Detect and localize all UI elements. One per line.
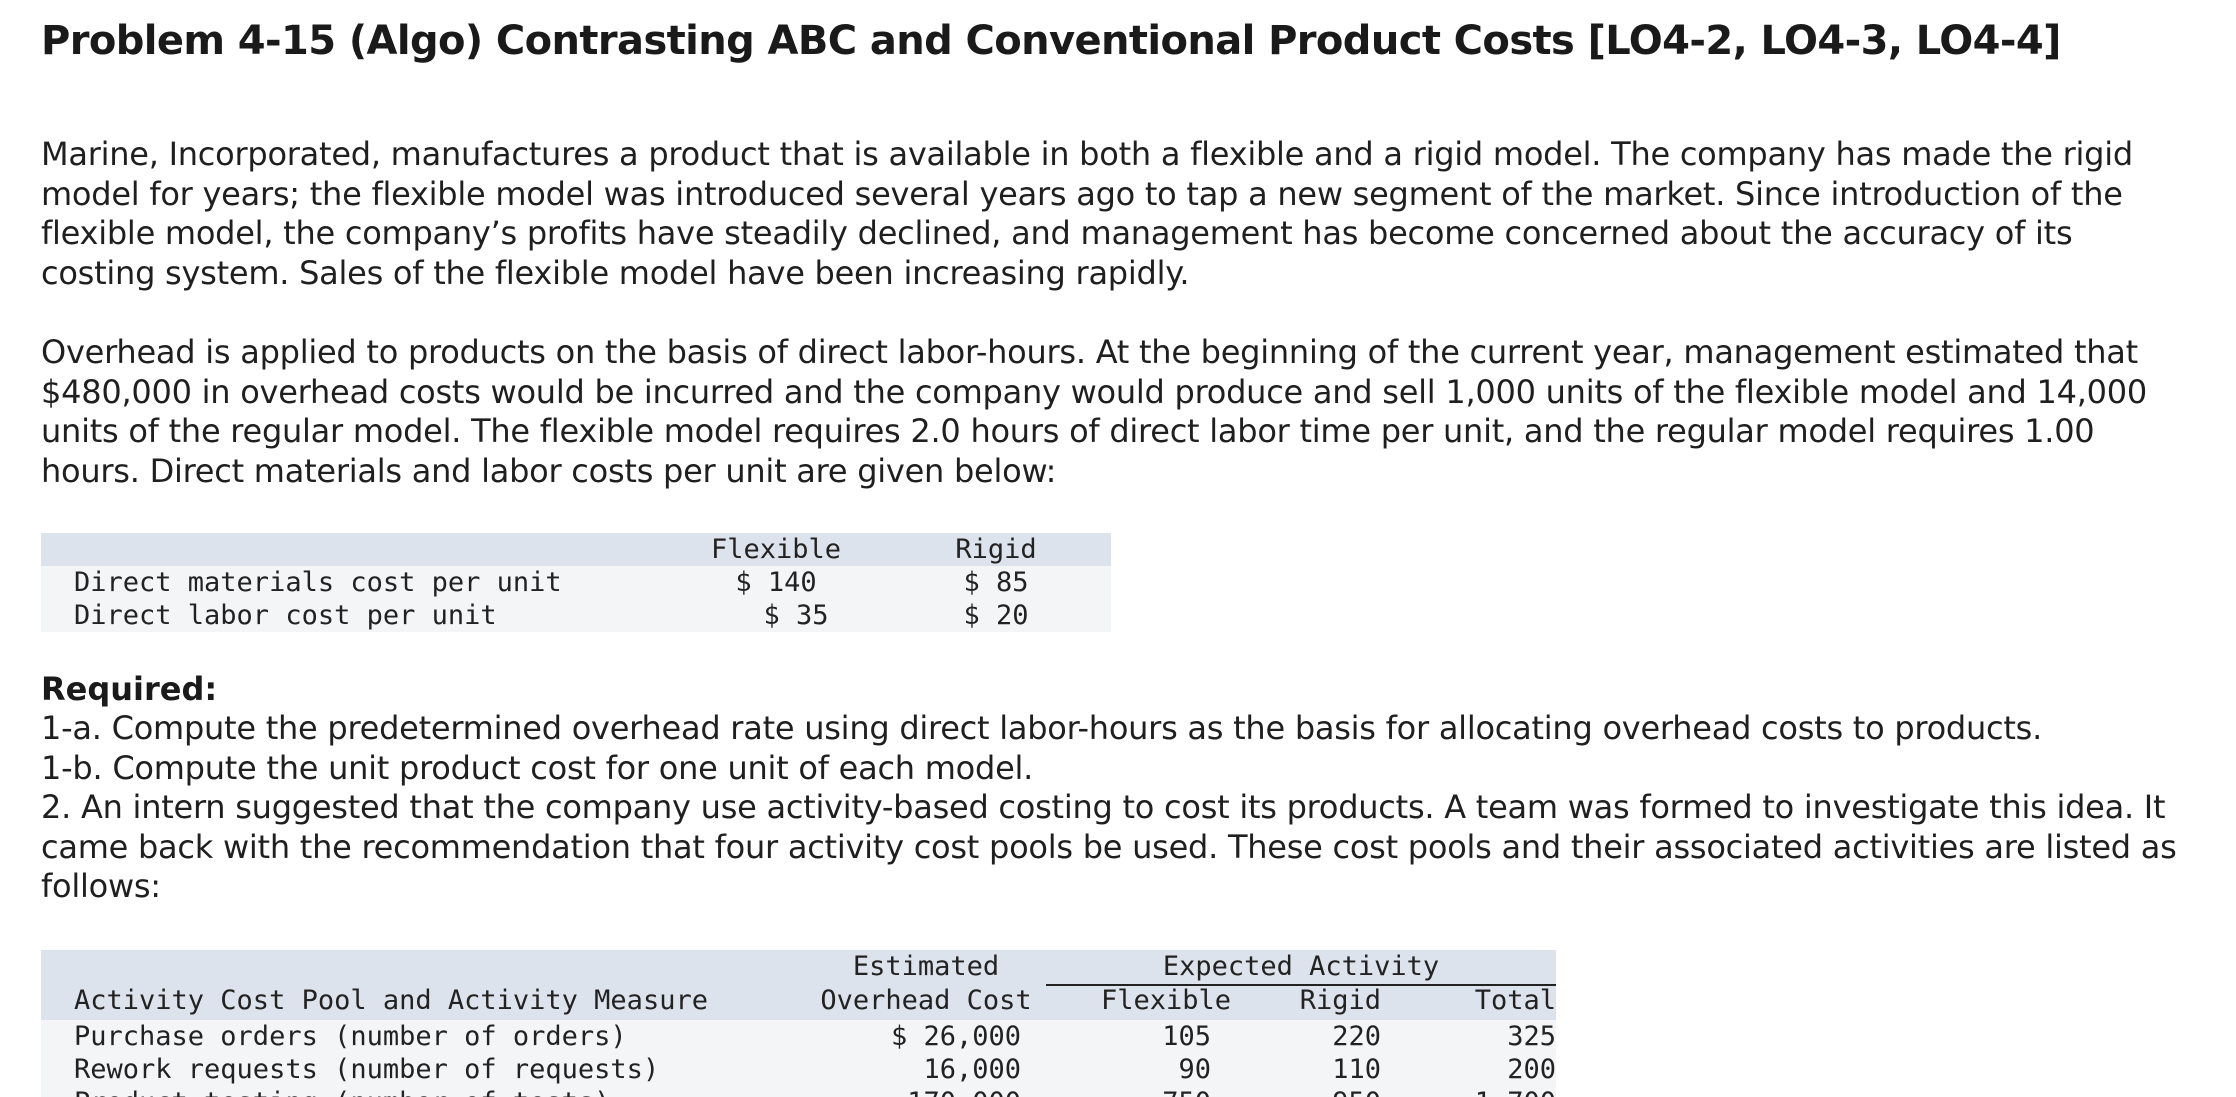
total-column-header: Total (1474, 985, 1556, 1016)
required-heading: Required: (41, 670, 218, 708)
cost-table-header: Flexible Rigid (41, 533, 1111, 566)
rigid-column-header: Rigid (1299, 985, 1381, 1016)
overhead-value: $ 26,000 (890, 1021, 1021, 1052)
activity-table: Estimated Expected Activity Activity Cos… (41, 950, 1556, 1097)
flexible-value: 90 (1178, 1054, 1211, 1085)
required-item: 2. An intern suggested that the company … (41, 788, 2166, 826)
total-value: 325 (1507, 1021, 1556, 1052)
header-underline (1046, 984, 1556, 986)
flexible-value: $ 35 (763, 600, 829, 631)
rigid-value: $ 20 (963, 600, 1029, 631)
table-row: Rework requests (number of requests) 16,… (41, 1053, 1556, 1086)
flexible-value: 105 (1162, 1021, 1211, 1052)
rigid-value: $ 85 (963, 567, 1029, 598)
paragraph-line: hours. Direct materials and labor costs … (41, 451, 1057, 490)
activity-table-header: Estimated Expected Activity Activity Cos… (41, 950, 1556, 1020)
overhead-column-header: Overhead Cost (820, 985, 1032, 1016)
rigid-value: 950 (1231, 1086, 1381, 1097)
pool-name: Purchase orders (number of orders) (74, 1021, 627, 1052)
flexible-column-header: Flexible (1100, 985, 1231, 1016)
column-header-flexible: Flexible (710, 534, 842, 565)
required-list: 1-a. Compute the predetermined overhead … (41, 709, 2177, 907)
pool-name: Rework requests (number of requests) (74, 1054, 660, 1085)
required-item: 1-a. Compute the predetermined overhead … (41, 709, 2042, 747)
table-row: Direct materials cost per unit $ 140 $ 8… (41, 566, 1111, 599)
pool-column-header: Activity Cost Pool and Activity Measure (74, 985, 708, 1016)
row-label: Direct materials cost per unit (74, 567, 562, 598)
table-row: Direct labor cost per unit $ 35 $ 20 (41, 599, 1111, 632)
total-value: 200 (1507, 1054, 1556, 1085)
paragraph-line: flexible model, the company’s profits ha… (41, 214, 2073, 252)
overhead-paragraph: Overhead is applied to products on the b… (41, 333, 2201, 491)
page-title: Problem 4-15 (Algo) Contrasting ABC and … (41, 18, 2061, 64)
paragraph-line: Overhead is applied to products on the b… (41, 333, 2138, 371)
rigid-value: 220 (1332, 1021, 1381, 1052)
estimated-header: Estimated (852, 951, 1000, 982)
cost-table: Flexible Rigid Direct materials cost per… (41, 533, 1111, 633)
paragraph-line: units of the regular model. The flexible… (41, 412, 2095, 450)
required-item: came back with the recommendation that f… (41, 827, 2177, 866)
paragraph-line: model for years; the flexible model was … (41, 174, 2123, 213)
required-item: 1-b. Compute the unit product cost for o… (41, 748, 1034, 787)
paragraph-line: $480,000 in overhead costs would be incu… (41, 372, 2147, 411)
paragraph-line: costing system. Sales of the flexible mo… (41, 253, 1190, 292)
table-row: Purchase orders (number of orders) $ 26,… (41, 1020, 1556, 1053)
column-header-rigid: Rigid (955, 534, 1037, 565)
table-row: Product testing (number of tests) 170,00… (41, 1086, 1556, 1097)
required-item: follows: (41, 867, 161, 905)
flexible-value: 750 (1041, 1086, 1211, 1097)
expected-activity-header: Expected Activity (1162, 951, 1440, 982)
overhead-value: 16,000 (923, 1054, 1021, 1085)
paragraph-line: Marine, Incorporated, manufactures a pro… (41, 135, 2133, 173)
total-value: 1,700 (1381, 1086, 1556, 1097)
overhead-value: 170,000 (811, 1086, 1021, 1097)
pool-name: Product testing (number of tests) (74, 1086, 610, 1097)
rigid-value: 110 (1332, 1054, 1381, 1085)
row-label: Direct labor cost per unit (74, 600, 497, 631)
flexible-value: $ 140 (735, 567, 817, 598)
intro-paragraph: Marine, Incorporated, manufactures a pro… (41, 135, 2201, 293)
